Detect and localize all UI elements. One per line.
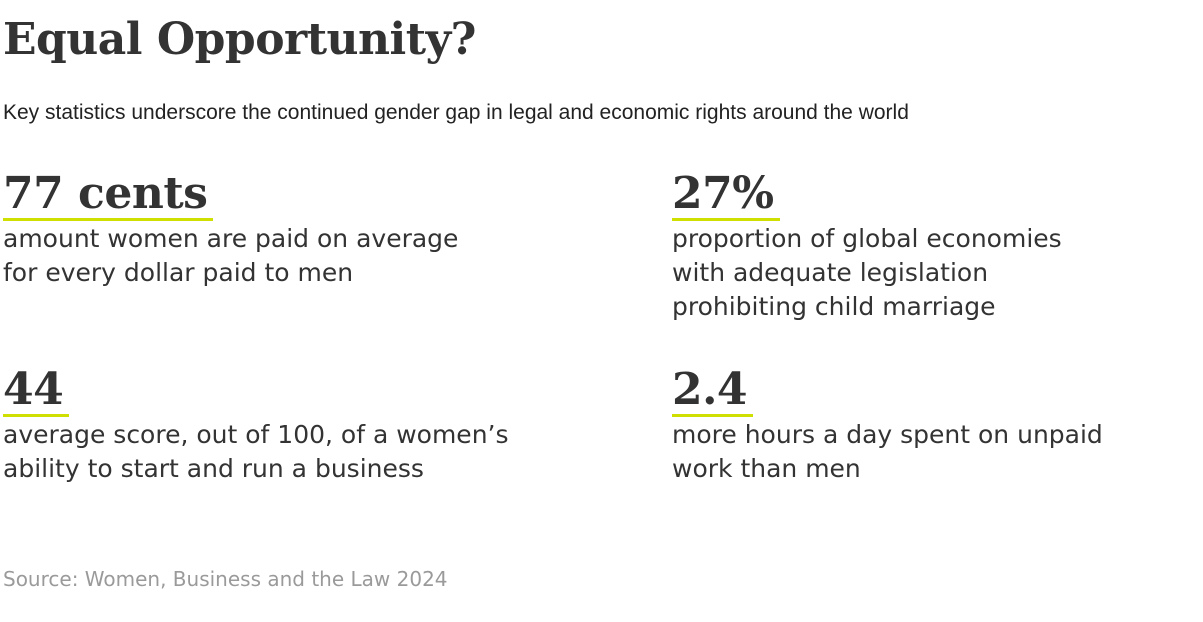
stat-description: average score, out of 100, of a women’s …	[3, 420, 509, 483]
stat-child-marriage: 27% proportion of global economies with …	[672, 170, 1062, 324]
stat-description: amount women are paid on average for eve…	[3, 224, 459, 287]
stat-value: 2.4	[672, 366, 754, 417]
stat-business-score: 44 average score, out of 100, of a women…	[3, 366, 509, 486]
page-title: Equal Opportunity?	[3, 14, 476, 65]
stat-unpaid-work: 2.4 more hours a day spent on unpaid wor…	[672, 366, 1103, 486]
stat-pay-gap: 77 cents amount women are paid on averag…	[3, 170, 458, 290]
stat-value: 77 cents	[3, 170, 214, 221]
source-note: Source: Women, Business and the Law 2024	[3, 567, 448, 591]
stat-value: 27%	[672, 170, 780, 221]
stat-value: 44	[3, 366, 70, 417]
stat-description: more hours a day spent on unpaid work th…	[672, 420, 1103, 483]
subtitle: Key statistics underscore the continued …	[3, 101, 909, 124]
stat-description: proportion of global economies with adeq…	[672, 224, 1062, 321]
